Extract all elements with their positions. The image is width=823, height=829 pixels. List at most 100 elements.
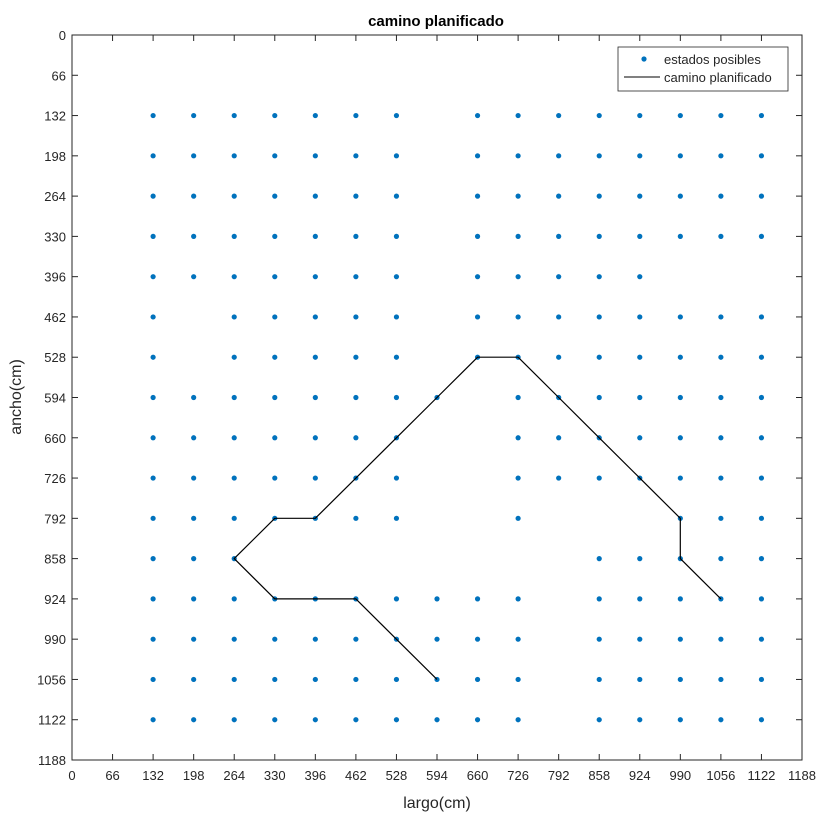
legend-marker-points [641,56,647,62]
y-tick-label: 660 [44,431,66,446]
y-axis: 0 66 132 198 264 330 396 462 528 594 660 726 792 858 9… [37,28,802,768]
scatter-point [718,717,724,723]
scatter-point [515,314,521,320]
scatter-point [231,233,237,239]
scatter-point [393,515,400,521]
scatter-point [353,354,359,360]
scatter-point [637,233,643,239]
scatter-point [515,394,521,401]
scatter-point [191,153,197,159]
scatter-point [637,636,643,642]
scatter-point [150,233,156,239]
scatter-point [231,354,237,360]
y-tick-label: 1122 [38,713,66,728]
scatter-point [718,515,724,521]
scatter-point [637,112,643,119]
scatter-point [515,274,521,280]
scatter-point [596,193,602,199]
legend-label-path: camino planificado [664,70,772,85]
scatter-point [393,394,400,401]
x-tick-label: 330 [264,768,286,783]
scatter-point [758,153,765,159]
scatter-point [758,717,765,723]
scatter-point [637,193,643,199]
y-tick-label: 462 [44,310,66,325]
y-tick-label: 66 [52,68,66,83]
y-tick-label: 1188 [38,753,66,768]
scatter-point [718,636,724,642]
y-tick-label: 726 [44,471,66,486]
scatter-point [353,636,359,642]
scatter-point [353,112,359,119]
x-tick-label: 528 [386,768,408,783]
scatter-point [231,112,237,119]
scatter-point [596,354,602,360]
scatter-point [191,233,197,239]
scatter-point [150,475,156,481]
scatter-point [393,153,400,159]
scatter-point [393,112,400,119]
scatter-point [150,676,156,683]
scatter-point [312,354,318,360]
scatter-point [596,475,602,481]
scatter-point [231,274,237,280]
scatter-point [191,717,197,723]
scatter-point [515,636,521,642]
legend: estados posibles camino planificado [617,46,789,92]
path-line [233,356,722,680]
scatter-point [596,717,602,723]
scatter-point [231,636,237,642]
scatter-point [191,676,197,683]
scatter-point [515,717,521,723]
scatter-point [556,233,562,239]
x-tick-label: 726 [507,768,529,783]
scatter-point [393,314,400,320]
scatter-point [758,233,765,239]
scatter-point [150,435,156,441]
scatter-point [353,435,359,441]
scatter-point [515,153,521,159]
scatter-point [150,596,156,602]
scatter-point [758,193,765,199]
scatter-point [758,394,765,401]
scatter-point [434,636,440,642]
scatter-point [231,475,237,481]
scatter-point [393,233,400,239]
scatter-point [191,274,197,280]
scatter-point [474,636,481,642]
scatter-point [596,314,602,320]
scatter-point [677,596,683,602]
scatter-point [677,193,683,199]
y-tick-label: 858 [44,552,66,567]
scatter-point [596,112,602,119]
scatter-point [312,193,318,199]
scatter-point [272,676,278,683]
scatter-point [272,233,278,239]
y-tick-label: 0 [59,28,66,43]
scatter-point [637,274,643,280]
scatter-point [231,596,237,602]
scatter-point [231,676,237,683]
scatter-point [677,233,683,239]
scatter-point [312,717,318,723]
scatter-point [556,112,562,119]
y-tick-label: 528 [44,350,66,365]
y-tick-label: 198 [44,149,66,164]
scatter-point [677,153,683,159]
scatter-point [393,354,400,360]
scatter-point [718,314,724,320]
scatter-point [474,274,481,280]
scatter-point [637,153,643,159]
scatter-point [231,314,237,320]
scatter-point [758,435,765,441]
scatter-point [596,394,602,401]
scatter-point [353,193,359,199]
y-axis-label: ancho(cm) [8,359,25,435]
scatter-point [515,515,521,521]
scatter-point [758,636,765,642]
y-tick-label: 594 [44,391,66,406]
scatter-point [637,676,643,683]
x-tick-label: 132 [142,768,164,783]
scatter-point [312,314,318,320]
